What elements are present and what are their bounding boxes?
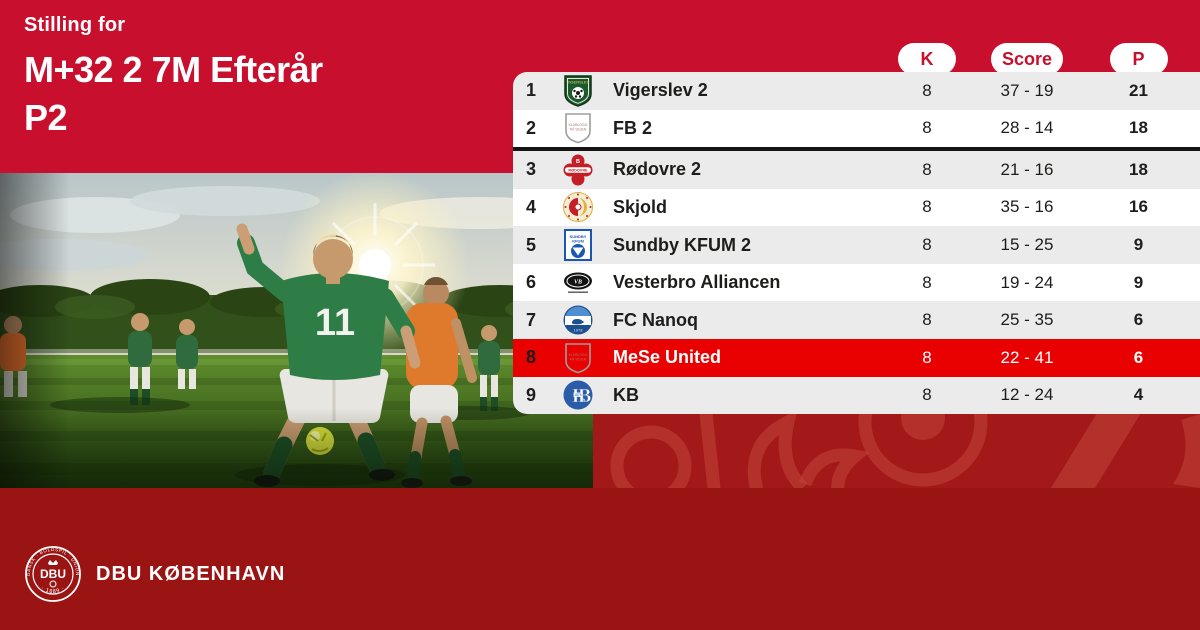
position-cell: 4 — [525, 196, 536, 217]
matches-played-cell: 8 — [922, 310, 932, 330]
svg-text:KLUBLOGO: KLUBLOGO — [569, 353, 588, 357]
matches-played-cell: 8 — [922, 235, 932, 255]
team-name: Vesterbro Alliancen — [613, 272, 781, 293]
team-name: KB — [613, 384, 639, 405]
score-cell: 35 - 16 — [1000, 197, 1054, 217]
title-kicker: Stilling for — [24, 14, 126, 36]
svg-text:SUNDBY: SUNDBY — [570, 234, 587, 239]
svg-text:1876: 1876 — [574, 393, 582, 397]
svg-text:B: B — [578, 385, 591, 407]
club-logo: SUNDBY KFUM — [549, 226, 607, 264]
svg-text:VB: VB — [574, 279, 582, 285]
position-cell: 7 — [525, 309, 536, 330]
club-logo: VIGERSLEV — [549, 72, 607, 110]
emblem-center-text: DBU — [40, 567, 66, 581]
svg-text:KFUM: KFUM — [572, 239, 584, 244]
crest-watermark-band — [593, 414, 1200, 488]
position-cell: 6 — [525, 272, 536, 293]
club-logo: KLUBLOGO PÅ VEJEN — [549, 339, 607, 377]
svg-text:VIGERSLEV: VIGERSLEV — [567, 79, 590, 84]
column-header-p: P — [1109, 43, 1168, 75]
score-cell: 37 - 19 — [1000, 80, 1054, 100]
position-cell: 2 — [525, 117, 536, 138]
club-logo: 1978 — [549, 301, 607, 339]
svg-text:KLUBLOGO: KLUBLOGO — [569, 123, 588, 127]
team-name: Sundby KFUM 2 — [613, 234, 751, 255]
table-row: 6 VB Vesterbro Alliancen 8 19 - 24 9 — [513, 263, 1200, 302]
score-cell: 22 - 41 — [1000, 347, 1054, 367]
team-name: FC Nanoq — [613, 309, 698, 330]
score-cell: 25 - 35 — [1000, 310, 1054, 330]
team-name: FB 2 — [613, 117, 653, 138]
score-cell: 15 - 25 — [1000, 235, 1054, 255]
svg-text:PÅ VEJEN: PÅ VEJEN — [570, 356, 587, 361]
dbu-emblem: DANSK · BOLDSPIL · UNION · 1889 · DBU — [24, 545, 82, 603]
table-row: 7 1978 FC Nanoq 8 25 - 35 6 — [513, 301, 1200, 339]
svg-text:PÅ VEJEN: PÅ VEJEN — [570, 127, 587, 132]
column-header-k: K — [898, 43, 956, 75]
score-cell: 12 - 24 — [1000, 385, 1054, 405]
club-logo — [549, 189, 607, 227]
table-row: 2 KLUBLOGO PÅ VEJEN FB 2 8 28 - 14 18 — [513, 109, 1200, 148]
points-cell: 21 — [1129, 80, 1148, 100]
table-row: 5 SUNDBY KFUM Sundby KFUM 2 8 15 - 25 9 — [513, 226, 1200, 264]
score-cell: 21 - 16 — [1000, 159, 1054, 179]
promotion-divider — [513, 147, 1200, 152]
club-logo: VB — [549, 264, 607, 302]
match-photo: 11 — [0, 173, 593, 488]
club-logo: KB1876 — [549, 377, 607, 415]
page-title-line2: P2 — [24, 96, 68, 138]
matches-played-cell: 8 — [922, 159, 932, 179]
jersey-number: 11 — [315, 302, 355, 344]
matches-played-cell: 8 — [922, 80, 932, 100]
table-row: 4 Skjold 8 35 - 16 16 — [513, 188, 1200, 227]
team-name: Rødovre 2 — [613, 159, 702, 180]
matches-played-cell: 8 — [922, 347, 932, 367]
title-block: Stilling for M+32 2 7M Efterår P2 — [24, 14, 323, 141]
matches-played-cell: 8 — [922, 197, 932, 217]
table-row: 9 KB1876 KB 8 12 - 24 4 — [513, 376, 1200, 415]
column-header-score: Score — [990, 43, 1064, 75]
position-cell: 8 — [525, 347, 536, 368]
position-cell: 1 — [525, 80, 536, 101]
svg-text:B: B — [576, 159, 580, 165]
points-cell: 9 — [1133, 272, 1144, 292]
points-cell: 6 — [1133, 347, 1144, 367]
standings-table: 1 VIGERSLEV Vigerslev 2 8 37 - 19 21 2 K… — [513, 72, 1200, 414]
points-cell: 16 — [1129, 197, 1148, 217]
position-cell: 3 — [525, 159, 536, 180]
team-name: Skjold — [613, 196, 668, 217]
matches-played-cell: 8 — [922, 272, 932, 292]
matches-played-cell: 8 — [922, 385, 932, 405]
position-cell: 5 — [525, 234, 536, 255]
match-photo-illustration: 11 — [0, 173, 593, 488]
score-cell: 19 - 24 — [1000, 272, 1054, 292]
points-cell: 4 — [1133, 385, 1144, 405]
points-cell: 6 — [1133, 310, 1144, 330]
points-cell: 9 — [1133, 235, 1144, 255]
svg-text:RØDOVRE: RØDOVRE — [568, 169, 588, 173]
points-cell: 18 — [1129, 118, 1148, 138]
club-logo: KLUBLOGO PÅ VEJEN — [549, 110, 607, 148]
crest-watermark — [610, 414, 1200, 488]
svg-text:· 1889 ·: · 1889 · — [40, 586, 66, 596]
org-name: DBU KØBENHAVN — [96, 562, 286, 585]
points-cell: 18 — [1129, 159, 1148, 179]
emblem-year: · 1889 · — [40, 586, 65, 596]
footer-band — [0, 488, 1200, 630]
table-row: 1 VIGERSLEV Vigerslev 2 8 37 - 19 21 — [513, 72, 1200, 110]
table-header: K Score P — [513, 42, 1200, 76]
svg-text:1978: 1978 — [574, 328, 584, 333]
team-name: Vigerslev 2 — [613, 80, 708, 101]
position-cell: 9 — [525, 384, 536, 405]
score-cell: 28 - 14 — [1000, 118, 1054, 138]
club-logo: B RØDOVRE — [549, 151, 607, 189]
table-row: 8 KLUBLOGO PÅ VEJEN MeSe United 8 22 - 41… — [513, 338, 1200, 377]
page-title-line1: M+32 2 7M Efterår — [24, 49, 323, 90]
team-name: MeSe United — [613, 347, 722, 368]
matches-played-cell: 8 — [922, 118, 932, 138]
table-row: 3 B RØDOVRE Rødovre 2 8 21 - 16 18 — [513, 151, 1200, 189]
